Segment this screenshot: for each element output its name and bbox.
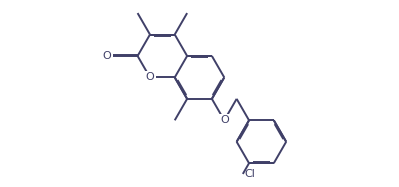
- Text: O: O: [102, 51, 111, 61]
- Text: O: O: [146, 72, 154, 82]
- Text: Cl: Cl: [245, 169, 256, 179]
- Text: O: O: [220, 115, 229, 125]
